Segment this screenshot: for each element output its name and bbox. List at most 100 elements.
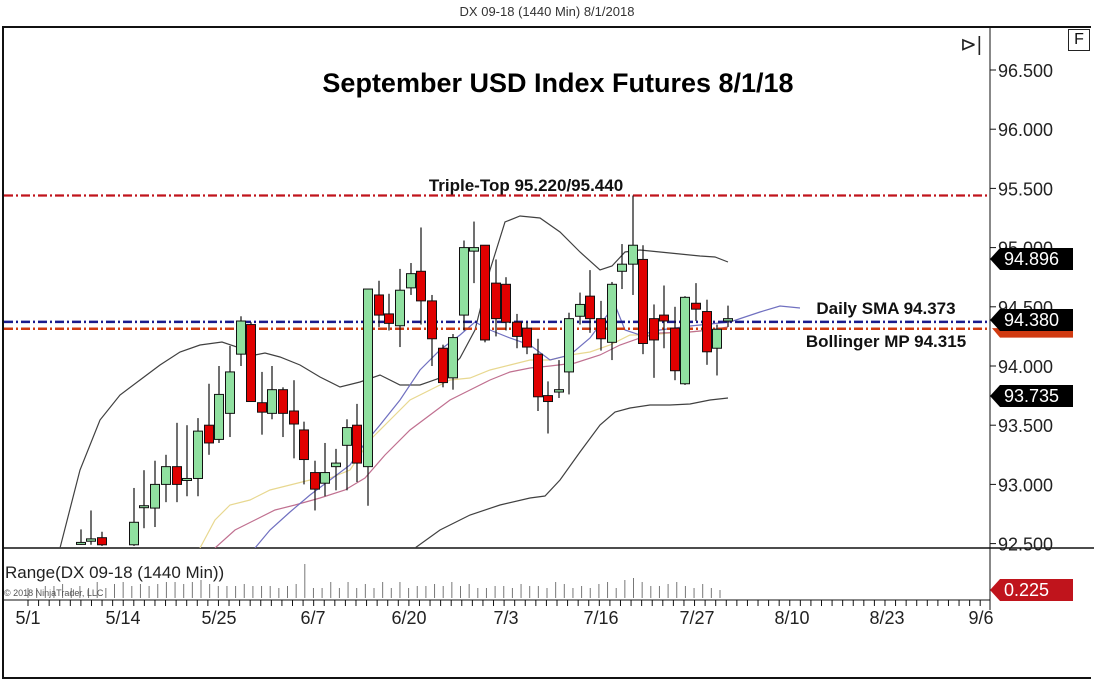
candle-body (427, 300, 437, 340)
candle-body (670, 327, 680, 372)
candle-body (97, 537, 107, 546)
y-tick-label: 95.500 (998, 179, 1053, 199)
candle-body (193, 430, 203, 479)
y-tick-label: 92.500 (998, 535, 1053, 555)
candle-body (564, 318, 574, 373)
bollinger-lower-band (414, 397, 729, 548)
candle-body (469, 247, 479, 252)
candle-body (129, 521, 139, 546)
candle-body (459, 247, 469, 316)
candle-body (278, 389, 288, 414)
candle-body (257, 402, 267, 413)
plot-area (4, 194, 990, 548)
candle-body (204, 424, 214, 444)
x-tick-label: 8/10 (774, 608, 809, 628)
candle-body (691, 302, 701, 310)
daily-sma-annotation: Daily SMA 94.373 (816, 299, 955, 318)
y-tick-label: 93.500 (998, 416, 1053, 436)
bollinger-mp-annotation: Bollinger MP 94.315 (806, 332, 966, 351)
candle-body (363, 288, 373, 468)
candle-body (246, 324, 256, 403)
candle-body (161, 466, 171, 485)
candle-body (289, 410, 299, 425)
candle-body (320, 472, 330, 484)
candle-body (702, 311, 712, 353)
candle-body (533, 353, 543, 398)
candle-body (512, 321, 522, 337)
candle-body (596, 318, 606, 340)
last-price-label-tag (990, 309, 1073, 331)
candle-body (342, 427, 352, 446)
candle-body (182, 477, 192, 481)
candle-body (712, 328, 722, 349)
candle-body (76, 541, 86, 545)
candle-body (86, 538, 96, 542)
x-tick-label: 7/16 (583, 608, 618, 628)
candle-body (225, 371, 235, 414)
candle-body (554, 389, 564, 393)
triple-top-annotation: Triple-Top 95.220/95.440 (429, 176, 623, 195)
y-tick-label: 93.000 (998, 475, 1053, 495)
last-price-label: 94.380 (1004, 310, 1059, 330)
y-tick-label: 96.000 (998, 120, 1053, 140)
x-tick-label: 8/23 (869, 608, 904, 628)
candle-body (438, 347, 448, 384)
candle-body (501, 283, 511, 323)
candle-body (267, 389, 277, 414)
upper-band-price-label: 94.896 (1004, 249, 1059, 269)
candle-body (491, 282, 501, 320)
candle-body (352, 424, 362, 464)
candle-body (522, 327, 532, 348)
candle-body (310, 472, 320, 490)
candle-body (139, 505, 149, 509)
candle-body (384, 313, 394, 324)
x-tick-label: 7/27 (679, 608, 714, 628)
candle-body (299, 429, 309, 461)
candle-body (480, 244, 490, 341)
candle-body (374, 294, 384, 316)
x-tick-label: 5/1 (15, 608, 40, 628)
x-tick-label: 5/14 (105, 608, 140, 628)
candle-body (448, 337, 458, 379)
range-value-label-tag (990, 579, 1073, 601)
lower-band-price-label-tag (990, 385, 1073, 407)
bollinger-upper-band (59, 215, 729, 548)
candle-body (617, 263, 627, 272)
chart-title: September USD Index Futures 8/1/18 (322, 68, 793, 98)
candle-body (395, 289, 405, 327)
x-tick-label: 6/20 (391, 608, 426, 628)
candle-body (723, 318, 733, 322)
candle-body (575, 303, 585, 317)
candle-body (628, 244, 638, 265)
y-tick-label: 96.500 (998, 61, 1053, 81)
candle-body (607, 283, 617, 343)
upper-band-price-label-tag (990, 248, 1073, 270)
x-tick-label: 6/7 (300, 608, 325, 628)
candle-body (214, 393, 224, 440)
x-tick-label: 9/6 (968, 608, 993, 628)
candle-body (416, 270, 426, 302)
candle-body (172, 466, 182, 485)
candle-body (406, 273, 416, 289)
f-button[interactable]: F (1068, 29, 1090, 51)
candle-body (150, 483, 160, 509)
range-value-label: 0.225 (1004, 580, 1049, 600)
window-title: DX 09-18 (1440 Min) 8/1/2018 (459, 4, 635, 19)
x-tick-label: 7/3 (493, 608, 518, 628)
candle-body (649, 318, 659, 341)
lower-band-price-label: 93.735 (1004, 386, 1059, 406)
candle-body (585, 295, 595, 320)
candle-body (543, 395, 553, 403)
scroll-to-end-icon[interactable]: ⊳| (960, 34, 982, 56)
candle-body (680, 296, 690, 385)
candle-body (236, 320, 246, 355)
copyright-label: © 2018 NinjaTrader, LLC (4, 588, 104, 598)
chart-frame (2, 26, 1091, 679)
y-tick-label: 94.000 (998, 357, 1053, 377)
x-tick-label: 5/25 (201, 608, 236, 628)
range-indicator-label: Range(DX 09-18 (1440 Min)) (5, 563, 224, 582)
candle-body (638, 258, 648, 345)
candle-body (659, 314, 669, 322)
moving-average-yellow (199, 327, 729, 548)
